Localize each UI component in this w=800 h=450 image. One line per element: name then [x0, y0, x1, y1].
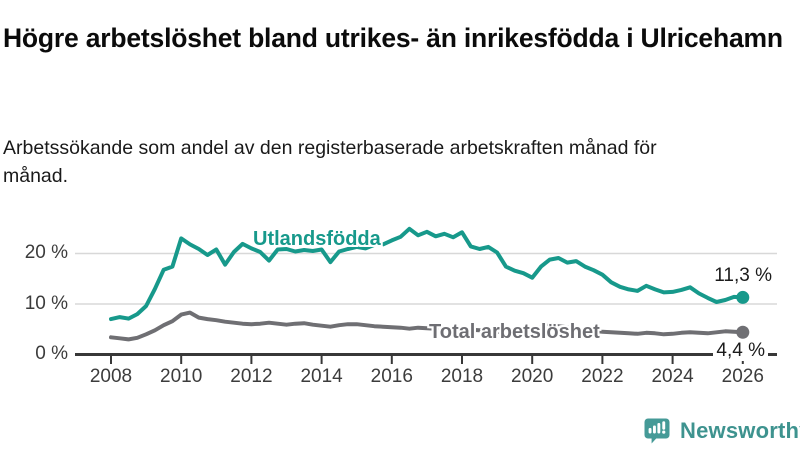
x-axis-label-2020: 2020 [511, 366, 554, 387]
x-axis-label-2026: 2026 [721, 366, 764, 387]
x-axis-label-2012: 2012 [230, 366, 273, 387]
end-value-label-total-arbetsloshet: 4,4 % [713, 341, 768, 361]
line-total-arbetsloshet [109, 310, 745, 342]
x-axis-label-2022: 2022 [581, 366, 624, 387]
x-axis-label-2018: 2018 [440, 366, 484, 387]
series-label-total-arbetsloshet: Total arbetslöshet [429, 321, 600, 343]
series-label-utlandsfodda: Utlandsfödda [253, 228, 381, 250]
end-value-label-utlandsfodda: 11,3 % [714, 265, 772, 286]
y-axis-label-0: 0 % [35, 343, 68, 364]
x-axis-label-2016: 2016 [370, 366, 413, 387]
newsworthy-logo-icon [644, 418, 670, 444]
x-axis-label-2010: 2010 [160, 366, 203, 387]
line-utlandsfodda [109, 226, 745, 322]
page-title: Högre arbetslöshet bland utrikes- än inr… [3, 22, 783, 53]
x-axis-label-2024: 2024 [651, 366, 694, 387]
end-dot-total-arbetsloshet [736, 325, 750, 339]
x-axis-label-2008: 2008 [89, 366, 133, 387]
y-axis-label-20: 20 % [24, 242, 68, 263]
brand-name: Newsworthy [680, 418, 800, 443]
end-dot-utlandsfodda [736, 290, 750, 304]
y-axis-label-10: 10 % [24, 293, 68, 314]
x-axis-label-2014: 2014 [300, 366, 343, 387]
chart-subtitle: Arbetssökande som andel av den registerb… [3, 136, 657, 187]
